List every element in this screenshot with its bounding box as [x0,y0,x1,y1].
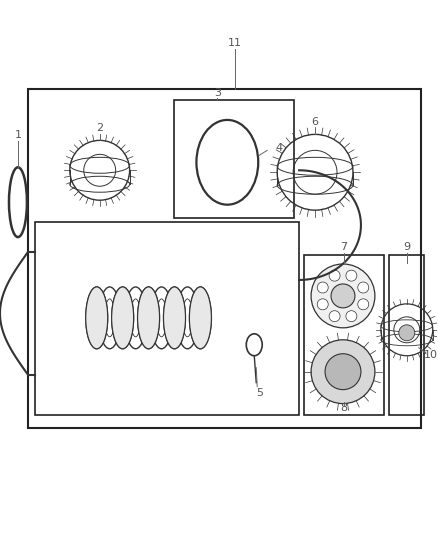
Text: 1: 1 [14,131,21,140]
Circle shape [399,325,415,341]
Ellipse shape [190,287,212,349]
Circle shape [358,299,369,310]
Ellipse shape [112,287,134,349]
Circle shape [311,340,375,403]
Text: 9: 9 [403,242,410,252]
Bar [304,255,384,415]
Circle shape [325,354,361,390]
Circle shape [358,282,369,293]
Circle shape [317,282,328,293]
Ellipse shape [86,287,108,349]
Text: 4: 4 [276,143,283,154]
Circle shape [329,311,340,321]
Text: 2: 2 [96,124,103,133]
Text: 10: 10 [424,350,438,360]
Bar [35,222,299,415]
Ellipse shape [138,287,159,349]
Ellipse shape [163,287,185,349]
Bar [28,88,421,427]
Text: 6: 6 [311,117,318,127]
Bar [389,255,424,415]
Circle shape [317,299,328,310]
Text: 8: 8 [340,402,347,413]
Bar [174,101,294,218]
Circle shape [346,311,357,321]
Circle shape [331,284,355,308]
Text: 11: 11 [228,38,242,47]
Text: 5: 5 [256,387,263,398]
Circle shape [311,264,375,328]
Text: 3: 3 [214,87,221,98]
Text: 7: 7 [340,242,347,252]
Circle shape [346,270,357,281]
Circle shape [329,270,340,281]
